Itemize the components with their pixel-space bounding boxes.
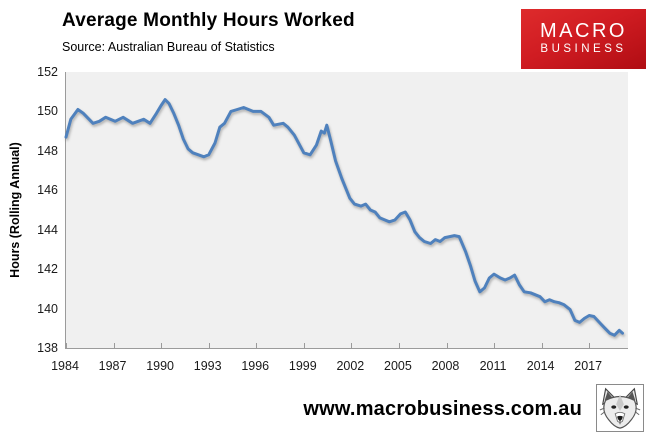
x-tick-label: 1990 xyxy=(146,359,175,373)
x-tick-label: 1996 xyxy=(241,359,270,373)
y-tick-label: 142 xyxy=(37,262,58,277)
x-tick-mark xyxy=(398,343,400,348)
y-tick-label: 140 xyxy=(37,301,58,316)
y-tick-label: 144 xyxy=(37,222,58,237)
y-tick-label: 138 xyxy=(37,341,58,355)
y-tick-label: 152 xyxy=(37,65,58,79)
x-tick-label: 2008 xyxy=(431,359,460,373)
footer-url-link[interactable]: www.macrobusiness.com.au xyxy=(303,398,582,420)
x-tick-mark xyxy=(589,343,591,348)
line-series xyxy=(64,98,624,337)
x-tick-label: 1993 xyxy=(193,359,222,373)
x-tick-mark xyxy=(256,343,258,348)
x-tick-mark xyxy=(113,343,115,348)
x-tick-label: 2005 xyxy=(384,359,412,373)
x-tick-label: 2014 xyxy=(526,359,555,373)
x-tick-mark xyxy=(208,343,210,348)
y-tick-label: 150 xyxy=(37,104,58,119)
macrobusiness-logo: MACRO BUSINESS xyxy=(521,9,646,69)
logo-line-business: BUSINESS xyxy=(540,43,627,55)
x-tick-mark xyxy=(161,343,163,348)
x-tick-label: 2017 xyxy=(574,359,603,373)
x-tick-label: 1984 xyxy=(51,359,79,373)
x-tick-mark xyxy=(303,343,305,348)
x-tick-label: 1999 xyxy=(288,359,317,373)
x-tick-label: 1987 xyxy=(98,359,127,373)
x-tick-mark xyxy=(541,343,543,348)
y-tick-label: 146 xyxy=(37,183,58,198)
plot-area xyxy=(64,72,628,349)
x-tick-mark xyxy=(446,343,448,348)
y-axis-title: Hours (Rolling Annual) xyxy=(8,142,22,278)
x-tick-mark xyxy=(66,343,67,348)
line-chart xyxy=(64,98,624,337)
x-tick-mark xyxy=(494,343,495,348)
x-tick-mark xyxy=(351,343,353,348)
fox-logo-icon xyxy=(596,384,644,432)
source-label: Source: Australian Bureau of Statistics xyxy=(62,40,275,54)
logo-line-macro: MACRO xyxy=(540,20,627,42)
y-tick-label: 148 xyxy=(37,143,58,158)
x-tick-label: 2011 xyxy=(479,359,507,373)
page-title: Average Monthly Hours Worked xyxy=(62,10,355,31)
x-tick-label: 2002 xyxy=(336,359,365,373)
